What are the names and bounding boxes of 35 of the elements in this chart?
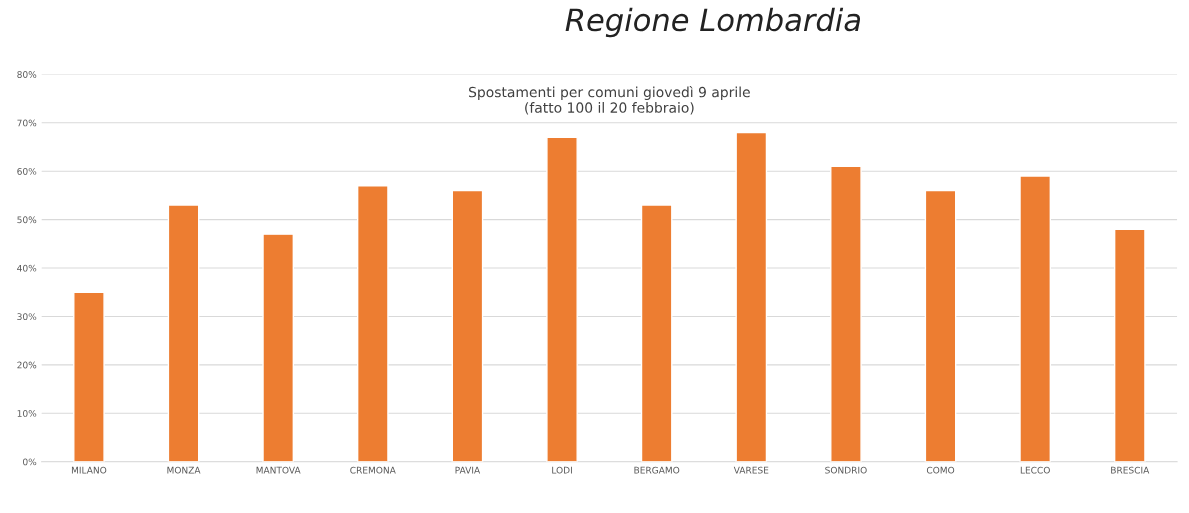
x-tick-label: SONDRIO <box>825 466 867 474</box>
bar <box>356 185 389 462</box>
x-tick-label: BERGAMO <box>634 466 680 474</box>
x-tick-label: CREMONA <box>350 466 396 474</box>
bar <box>73 291 105 462</box>
x-tick-label: PAVIA <box>455 466 481 474</box>
y-tick-label: 40% <box>17 264 37 272</box>
bar <box>546 136 578 462</box>
y-tick-label: 30% <box>17 313 37 321</box>
x-tick-label: MILANO <box>71 466 107 474</box>
x-tick-label: MANTOVA <box>256 466 301 474</box>
bar <box>1019 175 1052 462</box>
bar <box>640 204 673 462</box>
x-tick-label: BRESCIA <box>1111 466 1150 474</box>
y-tick-label: 10% <box>17 410 37 417</box>
y-tick-label: 20% <box>17 361 37 369</box>
x-tick-label: LODI <box>552 466 572 474</box>
bar <box>451 189 484 462</box>
bar <box>830 165 862 462</box>
y-tick-label: 60% <box>17 167 37 175</box>
bar <box>924 189 957 462</box>
bar <box>1113 228 1146 462</box>
y-tick-label: 70% <box>17 119 37 127</box>
x-tick-label: LECCO <box>1020 466 1050 474</box>
y-tick-label: 0% <box>23 458 37 466</box>
y-tick-label: 50% <box>17 216 37 224</box>
x-tick-label: VARESE <box>733 466 769 474</box>
bar <box>167 204 200 462</box>
bar <box>735 131 768 462</box>
text: Regione Lombardia <box>565 7 861 38</box>
y-tick-label: 80% <box>17 71 37 78</box>
x-tick-label: COMO <box>926 466 955 474</box>
text: Spostamenti per comuni giovedì 9 aprile (fatto 100 il 20 febbraio) <box>469 86 750 115</box>
bar <box>262 233 295 462</box>
x-tick-label: MONZA <box>167 466 201 474</box>
